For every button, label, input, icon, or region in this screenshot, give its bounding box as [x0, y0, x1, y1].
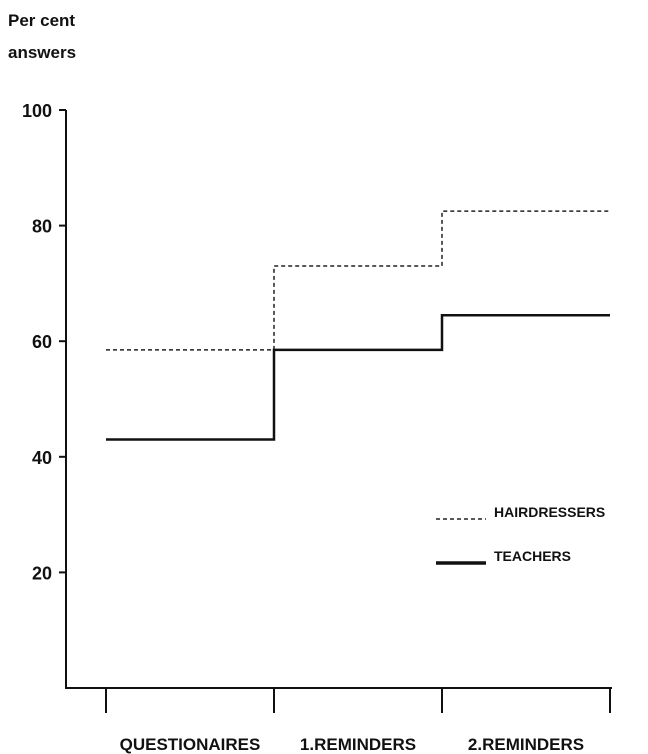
legend: HAIRDRESSERS TEACHERS	[436, 504, 605, 565]
y-axis-label-line-1: Per cent	[8, 11, 75, 30]
legend-hairdressers-label: HAIRDRESSERS	[494, 504, 605, 520]
y-tick-label-100: 100	[22, 101, 52, 121]
legend-teachers-label: TEACHERS	[494, 548, 571, 564]
y-tick-label-60: 60	[32, 332, 52, 352]
x-category-label-0: QUESTIONAIRES	[120, 735, 261, 754]
y-ticks: 20 40 60 80 100	[22, 101, 66, 583]
x-ticks: QUESTIONAIRES 1.REMINDERS 2.REMINDERS	[105, 688, 611, 754]
series-line-0	[106, 210, 610, 351]
axis-lines	[65, 110, 612, 689]
y-tick-label-20: 20	[32, 563, 52, 583]
x-category-label-1: 1.REMINDERS	[300, 735, 416, 754]
y-tick-label-80: 80	[32, 217, 52, 237]
y-tick-label-40: 40	[32, 448, 52, 468]
series-layer	[106, 210, 610, 441]
x-category-label-2: 2.REMINDERS	[468, 735, 584, 754]
y-axis-label-line-2: answers	[8, 43, 76, 62]
series-line-1	[106, 313, 610, 441]
